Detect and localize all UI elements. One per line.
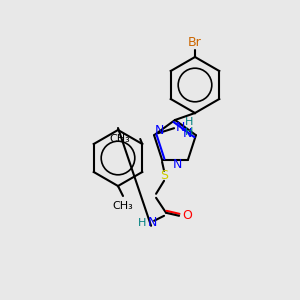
- Text: Br: Br: [188, 36, 202, 49]
- Text: H: H: [138, 218, 146, 228]
- Text: N: N: [154, 124, 164, 137]
- Text: N: N: [183, 127, 193, 140]
- Text: O: O: [182, 209, 192, 222]
- Text: CH₃: CH₃: [112, 201, 134, 211]
- Text: N: N: [173, 158, 183, 171]
- Text: CH₃: CH₃: [110, 134, 130, 144]
- Text: H: H: [185, 127, 194, 137]
- Text: N: N: [148, 216, 158, 229]
- Text: H: H: [185, 117, 194, 127]
- Text: N: N: [176, 121, 185, 134]
- Text: S: S: [160, 169, 168, 182]
